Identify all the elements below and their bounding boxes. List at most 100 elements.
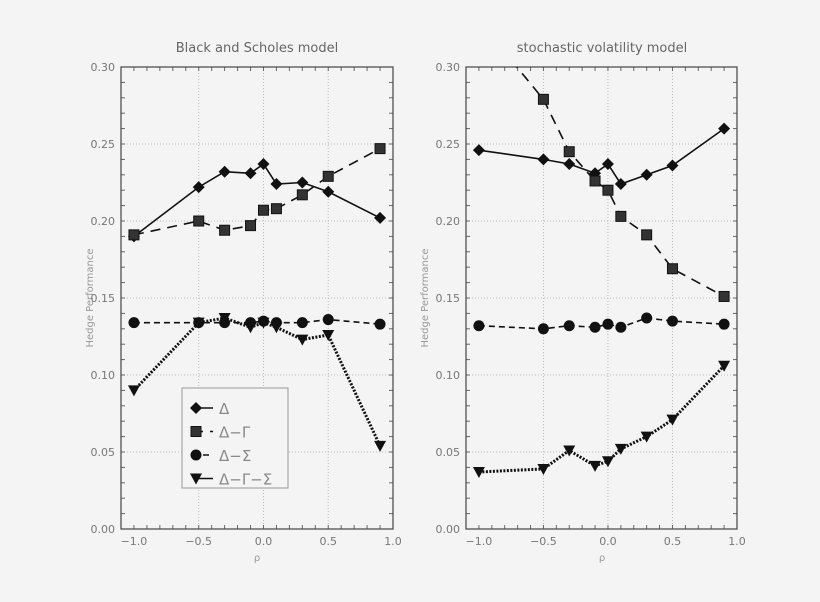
data-point-series-1 [245, 220, 257, 232]
data-point-series-2 [615, 321, 627, 333]
data-point-series-1 [270, 203, 282, 215]
x-tick-label: −0.5 [530, 535, 557, 548]
x-axis-label: ρ [599, 553, 605, 564]
y-tick-label: 0.25 [91, 138, 116, 151]
series-line-1 [133, 147, 381, 236]
x-tick-label: 0.0 [255, 535, 273, 548]
data-point-series-1 [128, 229, 140, 241]
data-point-series-3 [270, 322, 283, 334]
x-tick-label: −0.5 [185, 535, 212, 548]
y-tick-label: 0.00 [91, 523, 116, 536]
plot-frame [120, 66, 394, 530]
legend-label: Δ−Γ [219, 424, 251, 442]
data-point-series-0 [374, 211, 387, 224]
data-point-series-0 [718, 122, 731, 135]
series-line-3 [478, 364, 726, 474]
data-point-series-1 [641, 229, 653, 241]
legend-label: Δ−Σ [219, 447, 251, 465]
data-point-series-0 [296, 176, 309, 189]
legend-label: Δ [219, 400, 230, 418]
panel-stochastic-volatility: stochastic volatility model Hedge Perfor… [420, 16, 746, 564]
data-point-series-0 [257, 158, 270, 171]
data-point-series-3 [322, 329, 335, 341]
chart-title: stochastic volatility model [517, 41, 688, 56]
data-point-series-3 [537, 463, 550, 475]
data-point-series-0 [270, 178, 283, 191]
data-point-series-2 [128, 317, 140, 329]
y-tick-label: 0.15 [436, 292, 461, 305]
data-point-series-0 [244, 167, 257, 180]
legend-marker-0 [190, 402, 202, 414]
x-tick-label: 1.0 [728, 535, 746, 548]
data-point-series-0 [563, 158, 576, 171]
data-point-series-3 [296, 334, 309, 346]
y-tick-label: 0.20 [436, 215, 461, 228]
data-point-series-1 [322, 170, 334, 182]
data-point-series-1 [718, 290, 730, 302]
data-point-series-3 [218, 313, 231, 325]
y-tick-label: 0.05 [91, 446, 116, 459]
data-point-series-3 [666, 414, 679, 426]
data-point-series-2 [322, 314, 334, 326]
plot-frame [465, 66, 738, 530]
data-point-series-3 [127, 385, 140, 397]
y-tick-label: 0.10 [91, 369, 116, 382]
plot-area [472, 16, 731, 479]
series-line-2 [478, 317, 725, 330]
data-point-series-1 [602, 184, 614, 196]
data-point-series-3 [374, 440, 387, 452]
y-tick-label: 0.30 [91, 61, 116, 74]
data-point-series-2 [589, 321, 601, 333]
data-point-series-1 [666, 263, 678, 275]
data-point-series-0 [472, 144, 485, 157]
legend-box [181, 387, 289, 489]
y-tick-label: 0.20 [91, 215, 116, 228]
data-point-series-0 [666, 159, 679, 172]
data-point-series-2 [374, 318, 386, 330]
data-point-series-3 [472, 467, 485, 479]
y-axis-label: Hedge Performance [85, 248, 96, 347]
legend-marker-1 [190, 426, 202, 437]
plot-area [127, 143, 387, 452]
legend-marker-2 [190, 449, 202, 461]
x-tick-label: 0.5 [319, 535, 337, 548]
legend: Δ Δ−Γ Δ−Σ Δ−Γ−Σ [181, 387, 289, 489]
data-point-series-0 [601, 158, 614, 171]
y-tick-label: 0.00 [436, 523, 461, 536]
y-tick-label: 0.30 [436, 61, 461, 74]
data-point-series-2 [602, 318, 614, 330]
data-point-series-1 [193, 215, 205, 227]
data-point-series-2 [641, 312, 653, 324]
data-point-series-2 [473, 320, 485, 332]
data-point-series-3 [589, 460, 602, 472]
series-line-0 [133, 162, 381, 238]
data-point-series-0 [640, 168, 653, 181]
data-point-series-0 [322, 185, 335, 198]
data-point-series-0 [537, 153, 550, 166]
data-point-series-3 [257, 317, 270, 329]
x-axis-label: ρ [254, 553, 260, 564]
y-axis-label: Hedge Performance [420, 248, 431, 347]
data-point-series-1 [257, 204, 269, 216]
data-point-series-1 [219, 224, 231, 236]
x-tick-label: 0.0 [599, 535, 617, 548]
data-point-series-0 [218, 165, 231, 178]
data-point-series-0 [614, 178, 627, 191]
data-point-series-2 [718, 318, 730, 330]
data-point-series-2 [666, 315, 678, 327]
legend-marker-3 [190, 473, 202, 485]
x-tick-label: 1.0 [384, 535, 402, 548]
data-point-series-1 [537, 93, 549, 105]
data-point-series-3 [192, 317, 205, 329]
y-tick-label: 0.10 [436, 369, 461, 382]
data-point-series-3 [718, 360, 731, 372]
data-point-series-1 [374, 143, 386, 155]
data-point-series-1 [474, 16, 484, 26]
data-point-series-2 [563, 320, 575, 332]
data-point-series-1 [563, 146, 575, 158]
data-point-series-1 [296, 189, 308, 201]
data-point-series-2 [296, 317, 308, 329]
series-line-0 [478, 127, 725, 186]
series-line-1 [515, 67, 725, 298]
